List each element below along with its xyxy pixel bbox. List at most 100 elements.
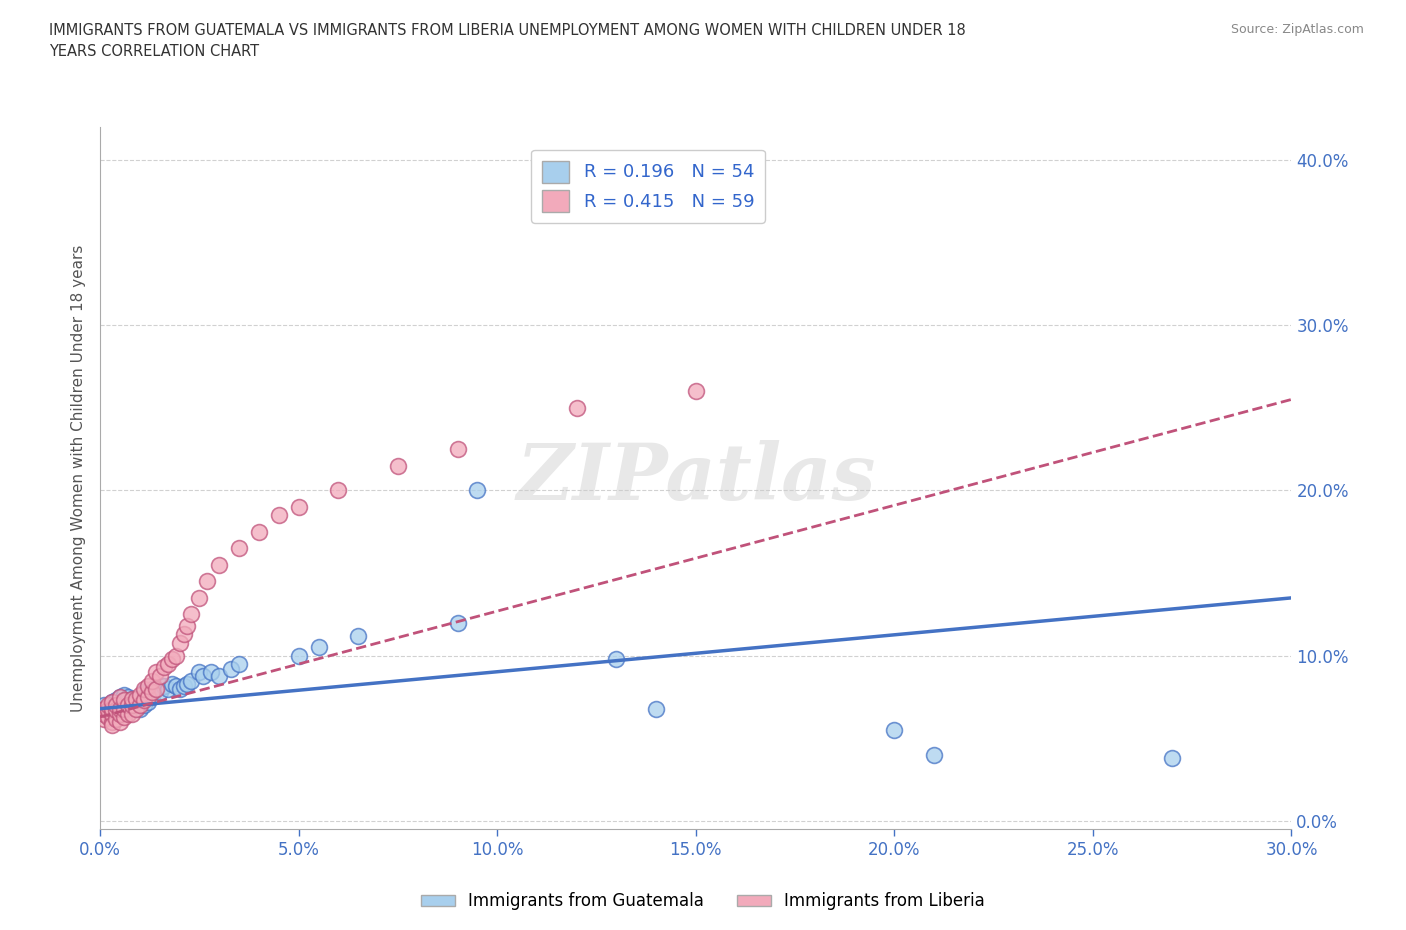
Point bbox=[112, 701, 135, 716]
Point bbox=[121, 691, 143, 706]
Point bbox=[105, 703, 128, 718]
Point bbox=[101, 714, 124, 729]
Point bbox=[1161, 751, 1184, 765]
Point bbox=[117, 701, 139, 716]
Point bbox=[97, 698, 120, 712]
Point bbox=[128, 688, 150, 703]
Point bbox=[93, 706, 115, 721]
Point bbox=[112, 695, 135, 710]
Point bbox=[136, 690, 159, 705]
Point bbox=[605, 652, 627, 667]
Point bbox=[308, 640, 330, 655]
Point bbox=[188, 665, 211, 680]
Point bbox=[108, 690, 131, 705]
Point bbox=[117, 695, 139, 710]
Point bbox=[97, 703, 120, 718]
Text: ZIPatlas: ZIPatlas bbox=[516, 440, 876, 516]
Point bbox=[108, 714, 131, 729]
Point bbox=[685, 384, 707, 399]
Point bbox=[128, 701, 150, 716]
Point bbox=[112, 693, 135, 708]
Point bbox=[112, 688, 135, 703]
Point bbox=[97, 701, 120, 716]
Point bbox=[173, 678, 195, 693]
Point bbox=[228, 657, 250, 671]
Point bbox=[125, 701, 148, 716]
Point bbox=[105, 698, 128, 712]
Point bbox=[141, 684, 163, 699]
Point bbox=[93, 698, 115, 712]
Point bbox=[132, 698, 155, 712]
Point bbox=[132, 693, 155, 708]
Text: IMMIGRANTS FROM GUATEMALA VS IMMIGRANTS FROM LIBERIA UNEMPLOYMENT AMONG WOMEN WI: IMMIGRANTS FROM GUATEMALA VS IMMIGRANTS … bbox=[49, 23, 966, 60]
Point bbox=[446, 442, 468, 457]
Point bbox=[149, 668, 172, 683]
Point bbox=[152, 678, 174, 693]
Point bbox=[101, 701, 124, 716]
Point bbox=[228, 541, 250, 556]
Text: Source: ZipAtlas.com: Source: ZipAtlas.com bbox=[1230, 23, 1364, 36]
Point bbox=[128, 691, 150, 706]
Point bbox=[93, 711, 115, 726]
Point bbox=[156, 657, 179, 671]
Point bbox=[193, 668, 215, 683]
Point bbox=[287, 648, 309, 663]
Point bbox=[467, 483, 489, 498]
Point bbox=[195, 574, 218, 589]
Point bbox=[93, 706, 115, 721]
Point bbox=[165, 648, 187, 663]
Point bbox=[101, 706, 124, 721]
Point bbox=[180, 607, 202, 622]
Point bbox=[105, 711, 128, 726]
Point bbox=[208, 668, 231, 683]
Point bbox=[565, 400, 588, 415]
Point bbox=[105, 701, 128, 716]
Point bbox=[117, 706, 139, 721]
Point bbox=[208, 557, 231, 572]
Point bbox=[387, 458, 409, 473]
Point bbox=[922, 748, 945, 763]
Point bbox=[165, 678, 187, 693]
Point bbox=[136, 678, 159, 693]
Point bbox=[267, 508, 290, 523]
Legend: Immigrants from Guatemala, Immigrants from Liberia: Immigrants from Guatemala, Immigrants fr… bbox=[415, 885, 991, 917]
Point bbox=[108, 706, 131, 721]
Point bbox=[169, 682, 191, 697]
Point bbox=[125, 701, 148, 716]
Point bbox=[97, 710, 120, 724]
Point bbox=[247, 525, 270, 539]
Point bbox=[108, 701, 131, 716]
Point bbox=[188, 591, 211, 605]
Legend: R = 0.196   N = 54, R = 0.415   N = 59: R = 0.196 N = 54, R = 0.415 N = 59 bbox=[531, 150, 765, 222]
Point bbox=[101, 695, 124, 710]
Y-axis label: Unemployment Among Women with Children Under 18 years: Unemployment Among Women with Children U… bbox=[72, 245, 86, 711]
Point bbox=[101, 718, 124, 733]
Point bbox=[117, 698, 139, 712]
Point bbox=[121, 691, 143, 706]
Point bbox=[132, 684, 155, 699]
Point bbox=[347, 629, 370, 644]
Point bbox=[101, 706, 124, 721]
Point bbox=[169, 635, 191, 650]
Point bbox=[141, 690, 163, 705]
Point bbox=[112, 710, 135, 724]
Point bbox=[121, 706, 143, 721]
Point bbox=[160, 652, 183, 667]
Point bbox=[136, 684, 159, 699]
Point bbox=[145, 665, 167, 680]
Point bbox=[125, 693, 148, 708]
Point bbox=[200, 665, 222, 680]
Point bbox=[112, 701, 135, 716]
Point bbox=[645, 701, 668, 716]
Point bbox=[219, 661, 242, 676]
Point bbox=[105, 693, 128, 708]
Point bbox=[446, 616, 468, 631]
Point bbox=[121, 698, 143, 712]
Point bbox=[108, 690, 131, 705]
Point bbox=[149, 684, 172, 699]
Point bbox=[141, 673, 163, 688]
Point bbox=[145, 682, 167, 697]
Point bbox=[136, 695, 159, 710]
Point bbox=[117, 690, 139, 705]
Point bbox=[93, 701, 115, 716]
